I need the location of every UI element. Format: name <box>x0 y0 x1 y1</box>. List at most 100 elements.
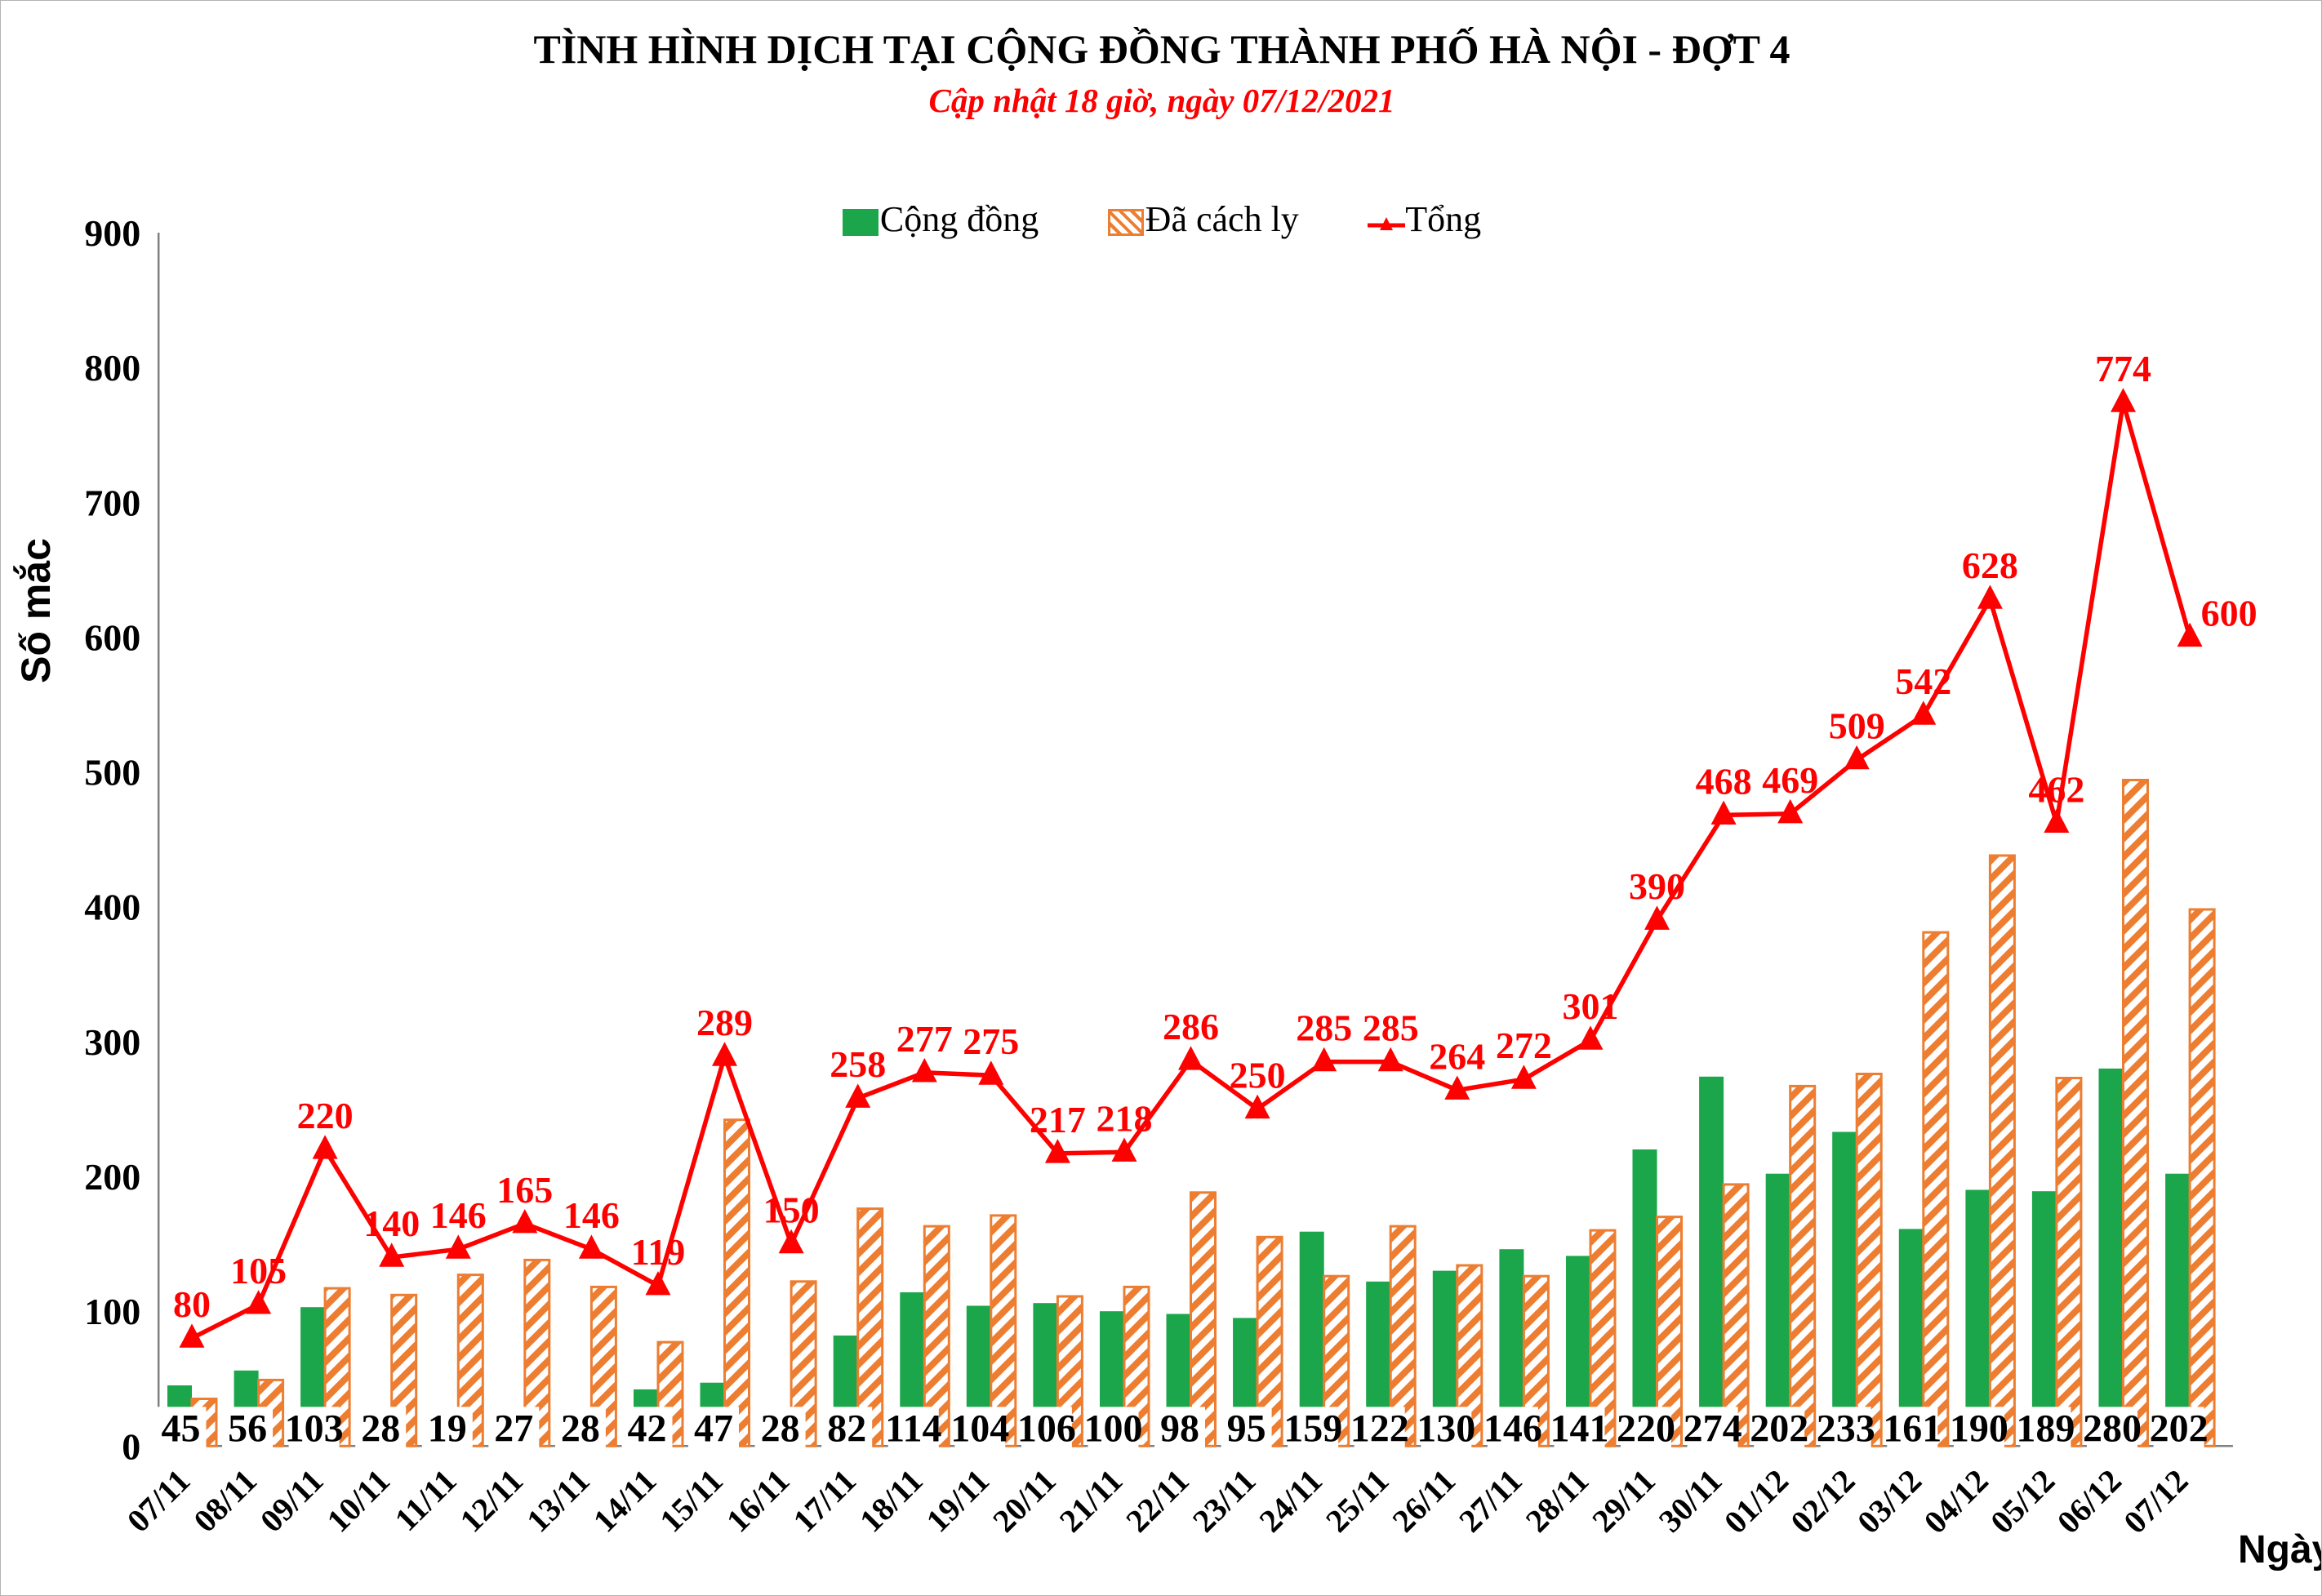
svg-text:146: 146 <box>430 1194 487 1236</box>
svg-text:159: 159 <box>1283 1407 1342 1450</box>
svg-text:103: 103 <box>285 1407 344 1450</box>
svg-text:774: 774 <box>2095 348 2151 389</box>
svg-text:12/11: 12/11 <box>452 1462 530 1540</box>
svg-text:16/11: 16/11 <box>719 1462 797 1540</box>
svg-text:26/11: 26/11 <box>1385 1462 1462 1540</box>
svg-text:285: 285 <box>1363 1007 1419 1049</box>
svg-text:20/11: 20/11 <box>985 1462 1063 1540</box>
svg-text:10/11: 10/11 <box>319 1462 397 1540</box>
svg-text:22/11: 22/11 <box>1119 1462 1196 1540</box>
svg-text:09/11: 09/11 <box>253 1462 331 1540</box>
svg-text:07/11: 07/11 <box>120 1462 198 1540</box>
svg-text:28: 28 <box>761 1407 800 1450</box>
svg-text:30/11: 30/11 <box>1652 1462 1729 1540</box>
svg-text:06/12: 06/12 <box>2050 1462 2128 1540</box>
svg-text:700: 700 <box>84 482 140 523</box>
svg-text:462: 462 <box>2028 768 2084 810</box>
svg-text:27: 27 <box>494 1407 533 1450</box>
svg-text:542: 542 <box>1895 660 1951 702</box>
svg-text:119: 119 <box>631 1231 685 1273</box>
svg-text:220: 220 <box>1617 1407 1675 1450</box>
svg-text:200: 200 <box>84 1156 140 1198</box>
svg-text:28: 28 <box>561 1407 600 1450</box>
svg-text:141: 141 <box>1550 1407 1609 1450</box>
svg-text:25/11: 25/11 <box>1319 1462 1396 1540</box>
svg-text:500: 500 <box>84 752 140 794</box>
svg-text:264: 264 <box>1429 1035 1485 1077</box>
svg-text:258: 258 <box>830 1043 886 1085</box>
svg-text:104: 104 <box>950 1407 1009 1450</box>
svg-text:161: 161 <box>1883 1407 1942 1450</box>
svg-text:150: 150 <box>763 1189 820 1231</box>
svg-text:900: 900 <box>84 212 140 254</box>
svg-text:130: 130 <box>1417 1407 1475 1450</box>
svg-text:301: 301 <box>1563 985 1619 1027</box>
svg-text:01/12: 01/12 <box>1717 1462 1795 1540</box>
svg-text:95: 95 <box>1227 1407 1266 1450</box>
svg-text:509: 509 <box>1829 705 1885 747</box>
svg-text:42: 42 <box>628 1407 667 1450</box>
svg-text:220: 220 <box>297 1095 354 1136</box>
svg-text:146: 146 <box>563 1194 620 1236</box>
svg-text:11/11: 11/11 <box>388 1462 464 1538</box>
svg-text:19: 19 <box>428 1407 467 1450</box>
svg-text:600: 600 <box>2201 592 2258 634</box>
svg-text:28: 28 <box>361 1407 400 1450</box>
svg-text:105: 105 <box>230 1250 287 1291</box>
svg-text:0: 0 <box>122 1425 140 1467</box>
svg-text:18/11: 18/11 <box>852 1462 930 1540</box>
svg-text:45: 45 <box>162 1407 201 1450</box>
svg-text:13/11: 13/11 <box>519 1462 597 1540</box>
svg-text:165: 165 <box>496 1169 553 1211</box>
svg-text:189: 189 <box>2016 1407 2075 1450</box>
svg-text:07/12: 07/12 <box>2116 1462 2195 1540</box>
svg-text:15/11: 15/11 <box>652 1462 730 1540</box>
svg-text:140: 140 <box>363 1203 420 1244</box>
svg-text:08/11: 08/11 <box>186 1462 264 1540</box>
svg-text:190: 190 <box>1950 1407 2008 1450</box>
svg-text:274: 274 <box>1684 1407 1742 1450</box>
svg-text:272: 272 <box>1496 1025 1552 1066</box>
svg-text:03/12: 03/12 <box>1850 1462 1928 1540</box>
svg-text:17/11: 17/11 <box>785 1462 863 1540</box>
svg-text:400: 400 <box>84 887 140 928</box>
svg-text:05/12: 05/12 <box>1983 1462 2062 1540</box>
svg-text:469: 469 <box>1762 759 1818 801</box>
svg-text:202: 202 <box>2150 1407 2209 1450</box>
svg-text:468: 468 <box>1696 760 1752 802</box>
svg-text:122: 122 <box>1350 1407 1409 1450</box>
svg-text:218: 218 <box>1096 1097 1153 1139</box>
svg-text:390: 390 <box>1629 865 1685 907</box>
svg-text:275: 275 <box>963 1020 1019 1062</box>
svg-text:233: 233 <box>1817 1407 1875 1450</box>
svg-text:29/11: 29/11 <box>1585 1462 1662 1540</box>
svg-text:100: 100 <box>1084 1407 1143 1450</box>
svg-text:300: 300 <box>84 1021 140 1063</box>
svg-text:800: 800 <box>84 347 140 389</box>
svg-text:23/11: 23/11 <box>1185 1462 1263 1540</box>
svg-text:56: 56 <box>228 1407 267 1450</box>
svg-text:285: 285 <box>1296 1007 1352 1049</box>
svg-text:82: 82 <box>827 1407 866 1450</box>
svg-text:217: 217 <box>1030 1099 1086 1140</box>
svg-text:21/11: 21/11 <box>1052 1462 1130 1540</box>
svg-text:289: 289 <box>696 1002 753 1043</box>
svg-text:277: 277 <box>896 1018 953 1060</box>
svg-text:14/11: 14/11 <box>586 1462 664 1540</box>
svg-text:628: 628 <box>1962 545 2018 586</box>
svg-text:24/11: 24/11 <box>1252 1462 1329 1540</box>
svg-text:80: 80 <box>173 1283 211 1325</box>
svg-text:250: 250 <box>1230 1054 1286 1096</box>
svg-text:98: 98 <box>1160 1407 1199 1450</box>
svg-text:04/12: 04/12 <box>1917 1462 1995 1540</box>
svg-text:280: 280 <box>2083 1407 2142 1450</box>
svg-text:47: 47 <box>694 1407 733 1450</box>
svg-text:28/11: 28/11 <box>1519 1462 1596 1540</box>
svg-text:146: 146 <box>1484 1407 1542 1450</box>
svg-text:600: 600 <box>84 616 140 658</box>
svg-text:27/11: 27/11 <box>1452 1462 1529 1540</box>
svg-text:19/11: 19/11 <box>919 1462 996 1540</box>
svg-text:114: 114 <box>885 1407 941 1450</box>
svg-text:100: 100 <box>84 1291 140 1332</box>
svg-text:286: 286 <box>1163 1006 1219 1047</box>
